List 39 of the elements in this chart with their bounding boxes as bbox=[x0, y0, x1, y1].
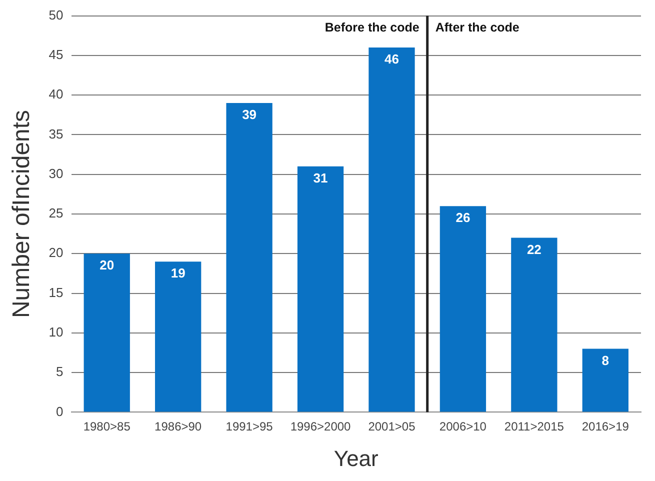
data-label: 39 bbox=[242, 107, 257, 122]
y-tick-label: 20 bbox=[48, 245, 64, 260]
bar bbox=[368, 48, 415, 412]
x-tick-label: 2016>19 bbox=[582, 420, 630, 434]
data-label: 46 bbox=[384, 52, 399, 67]
bar bbox=[155, 262, 202, 412]
x-tick-label: 2001>05 bbox=[368, 420, 416, 434]
data-label: 19 bbox=[170, 266, 186, 281]
data-label: 31 bbox=[313, 170, 328, 186]
y-axis-title: Number ofIncidents bbox=[8, 110, 36, 318]
y-tick-label: 5 bbox=[56, 364, 64, 380]
x-tick-label: 2011>2015 bbox=[504, 420, 564, 434]
x-tick-label: 1996>2000 bbox=[290, 420, 352, 434]
x-tick-label: 2006>10 bbox=[439, 420, 487, 434]
annotation: Before the code bbox=[324, 20, 420, 34]
y-tick-label: 50 bbox=[48, 7, 64, 22]
bar bbox=[582, 348, 628, 412]
y-tick-label: 45 bbox=[48, 47, 64, 62]
data-label: 8 bbox=[602, 352, 610, 368]
y-tick-label: 35 bbox=[48, 126, 64, 142]
x-tick-label: 1991>95 bbox=[226, 420, 274, 434]
x-tick-label: 1980>85 bbox=[83, 420, 131, 434]
x-tick-label: 1986>90 bbox=[154, 420, 202, 434]
bar bbox=[226, 103, 272, 412]
y-tick-label: 10 bbox=[48, 324, 64, 340]
bar bbox=[440, 206, 486, 412]
data-label: 22 bbox=[526, 242, 542, 257]
bar bbox=[511, 238, 558, 412]
y-tick-label: 40 bbox=[48, 86, 64, 102]
data-label: 26 bbox=[456, 210, 470, 226]
x-axis-title: Year bbox=[334, 446, 378, 471]
bar bbox=[84, 254, 130, 412]
y-tick-label: 15 bbox=[48, 284, 64, 300]
data-label: 20 bbox=[100, 258, 114, 273]
bar bbox=[297, 166, 344, 412]
annotation: After the code bbox=[435, 20, 520, 34]
y-tick-label: 30 bbox=[48, 166, 64, 181]
y-tick-label: 25 bbox=[48, 206, 64, 221]
y-tick-label: 0 bbox=[56, 404, 64, 419]
